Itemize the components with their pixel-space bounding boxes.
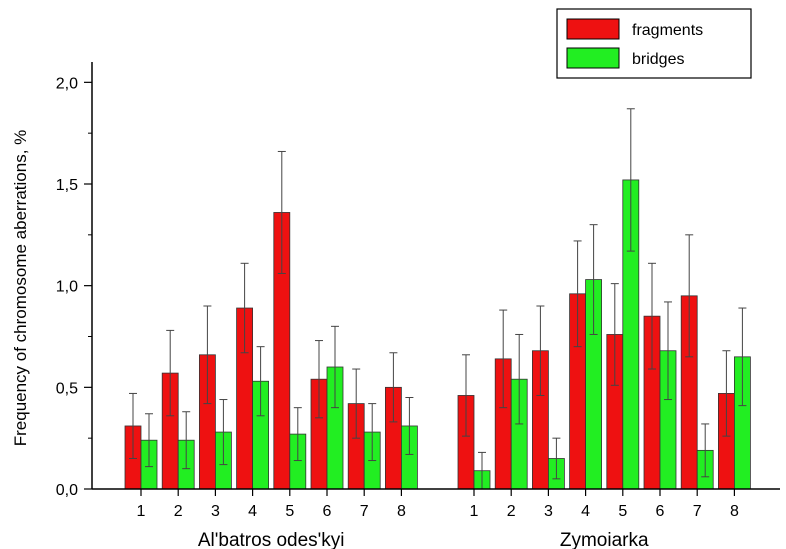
bars-layer — [124, 179, 751, 490]
x-tick-label: 8 — [397, 503, 406, 520]
axes-layer — [84, 62, 780, 496]
x-tick-label: 8 — [730, 503, 739, 520]
legend-swatch-fragments — [566, 18, 620, 40]
x-tick-label: 3 — [211, 503, 220, 520]
x-tick-labels: 1 2 3 4 5 6 7 8 1 2 3 4 5 6 7 8 — [137, 503, 739, 520]
y-tick-label: 2,0 — [56, 75, 78, 92]
group-label: Al'batros odes'kyi — [198, 530, 345, 549]
x-tick-label: 4 — [581, 503, 590, 520]
group-labels: Al'batros odes'kyi Zymoiarka — [198, 530, 649, 549]
error-bars-layer — [129, 108, 747, 490]
legend-label-fragments: fragments — [632, 22, 703, 39]
x-tick-label: 7 — [693, 503, 702, 520]
group-label: Zymoiarka — [560, 530, 649, 549]
x-tick-label: 6 — [323, 503, 332, 520]
x-tick-label: 7 — [360, 503, 369, 520]
x-tick-label: 5 — [618, 503, 627, 520]
y-tick-label: 1,0 — [56, 279, 78, 296]
y-tick-label: 1,5 — [56, 177, 78, 194]
x-tick-label: 2 — [507, 503, 516, 520]
y-tick-labels: 0,0 0,5 1,0 1,5 2,0 — [56, 75, 78, 499]
x-tick-label: 2 — [174, 503, 183, 520]
x-tick-label: 3 — [544, 503, 553, 520]
y-tick-label: 0,5 — [56, 380, 78, 397]
x-tick-label: 5 — [285, 503, 294, 520]
x-tick-label: 4 — [248, 503, 257, 520]
legend-swatch-bridges — [566, 47, 620, 69]
y-tick-label: 0,0 — [56, 482, 78, 499]
x-tick-label: 1 — [470, 503, 479, 520]
legend-label-bridges: bridges — [632, 51, 684, 68]
legend: fragments bridges — [556, 8, 752, 79]
x-tick-label: 6 — [656, 503, 665, 520]
x-tick-label: 1 — [137, 503, 146, 520]
y-axis-title: Frequency of chromosome aberrations, % — [11, 130, 30, 447]
